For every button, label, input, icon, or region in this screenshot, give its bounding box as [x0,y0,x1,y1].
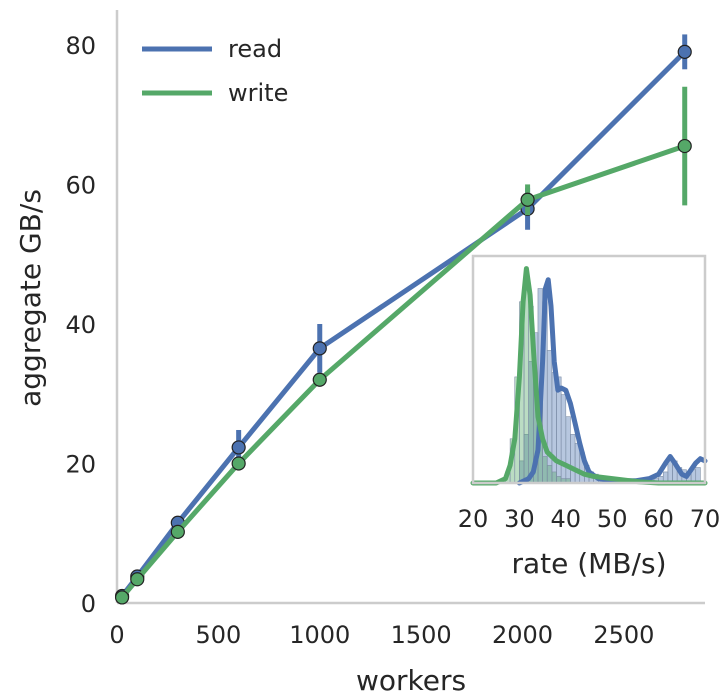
inset-x-axis-label: rate (MB/s) [511,547,666,580]
y-tick-label: 40 [65,311,96,339]
main-y-axis-label: aggregate GB/s [14,189,47,407]
density-curve-write [470,266,708,486]
legend-write-label: write [228,79,288,107]
data-point [312,372,327,387]
data-point [520,192,535,207]
inset-density-curves [470,266,708,486]
histogram-bar-write [523,290,529,484]
density-curve-read [516,277,708,486]
y-tick-label: 80 [65,32,96,60]
inset-plot: 20 30 40 50 60 70 rate (MB/s) [458,254,721,580]
data-point [312,341,327,356]
legend: read write [142,35,288,107]
inset-x-tick-labels: 20 30 40 50 60 70 [458,505,721,533]
inset-x-tick-label: 50 [597,505,628,533]
inset-x-tick-label: 60 [643,505,674,533]
x-tick-label: 2500 [593,621,654,649]
main-x-axis-label: workers [356,664,466,695]
histogram-bar-read [546,350,553,484]
histogram-bar-write [551,471,557,484]
data-point [130,572,145,587]
data-point [677,138,692,154]
data-point [170,524,185,539]
histogram-bar-read [560,394,567,484]
y-tick-label: 20 [65,450,96,478]
y-tick-label: 0 [81,590,96,618]
histogram-bar-write [546,465,553,484]
inset-x-tick-label: 70 [690,505,721,533]
inset-x-tick-label: 40 [551,505,582,533]
inset-x-tick-label: 20 [458,505,489,533]
inset-x-tick-label: 30 [504,505,535,533]
data-point [231,456,246,471]
inset-frame [473,256,705,483]
y-tick-label: 60 [65,171,96,199]
series-write [114,86,692,605]
histogram-bar-read [556,376,562,484]
main-x-tick-labels: 0 500 1000 1500 2000 2500 [109,621,654,649]
histogram-bar-write [542,456,548,484]
legend-read-label: read [228,35,282,63]
x-tick-label: 2000 [492,621,553,649]
histogram-bar-read [570,434,576,484]
main-series-group [114,34,692,605]
x-tick-label: 500 [195,621,241,649]
histogram-bar-read [565,416,571,484]
x-tick-label: 1000 [289,621,350,649]
inset-border [471,254,707,485]
x-tick-label: 1500 [391,621,452,649]
data-point [677,44,692,59]
x-tick-label: 0 [109,621,124,649]
main-y-tick-labels: 0 20 40 60 80 [65,32,96,618]
data-point [114,590,130,605]
data-point [231,440,246,455]
